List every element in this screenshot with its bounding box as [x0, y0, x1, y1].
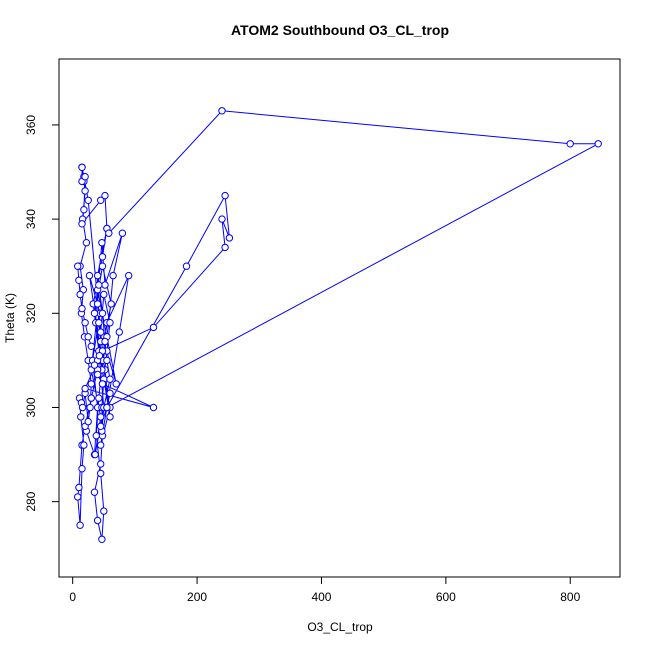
data-point — [90, 309, 99, 317]
data-point — [149, 323, 158, 332]
data-point — [80, 206, 88, 214]
data-point — [98, 253, 107, 261]
x-tick-label: 800 — [560, 590, 580, 604]
data-point — [74, 262, 82, 270]
y-tick-label: 360 — [24, 115, 38, 135]
data-point — [106, 389, 114, 397]
data-point — [218, 107, 226, 115]
y-tick-label: 300 — [24, 397, 38, 417]
data-point — [90, 488, 99, 496]
data-point — [106, 319, 114, 327]
data-point — [74, 493, 82, 501]
data-point — [95, 319, 103, 327]
data-point — [221, 191, 229, 200]
x-tick-label: 600 — [436, 590, 456, 604]
data-point — [97, 441, 105, 449]
data-point — [125, 271, 133, 280]
data-point — [106, 375, 114, 383]
data-point — [218, 215, 226, 223]
data-point — [98, 380, 107, 388]
data-point — [84, 196, 92, 205]
data-point — [78, 465, 86, 473]
data-point — [97, 196, 105, 205]
y-tick-label: 280 — [24, 491, 38, 511]
y-axis-label: Theta (K) — [3, 293, 17, 343]
data-point — [107, 300, 115, 308]
data-point — [75, 276, 83, 284]
data-point — [93, 271, 102, 280]
data-point — [75, 483, 83, 492]
data-point — [81, 319, 89, 327]
y-tick-label: 340 — [24, 209, 38, 229]
data-point — [78, 403, 87, 412]
data-point — [112, 380, 120, 388]
data-point — [105, 229, 113, 237]
data-point — [78, 220, 86, 228]
data-point — [95, 352, 104, 360]
data-point — [98, 239, 106, 247]
data-point — [97, 413, 105, 421]
x-tick-label: 400 — [311, 590, 331, 604]
data-point — [101, 191, 109, 200]
data-point — [106, 413, 114, 421]
y-axis: 280 300 320 340 360 — [24, 115, 60, 512]
data-point — [97, 469, 105, 478]
data-point — [103, 356, 111, 365]
data-point — [81, 187, 89, 195]
data-point — [100, 507, 108, 515]
data-point — [101, 337, 109, 346]
data-point — [84, 333, 92, 341]
data-point — [90, 361, 99, 369]
data-point — [97, 460, 105, 468]
data-point — [78, 163, 86, 172]
data-point — [92, 432, 101, 440]
data-point — [82, 239, 91, 247]
x-axis-label: O3_CL_trop — [307, 620, 373, 634]
data-point — [87, 342, 96, 350]
data-point — [149, 403, 158, 412]
data-point — [98, 262, 107, 270]
data-point — [76, 521, 84, 529]
data-point — [81, 173, 89, 181]
data-point — [93, 300, 102, 308]
data-point — [87, 380, 96, 388]
data-point — [87, 394, 96, 402]
data-point — [78, 304, 86, 313]
data-point — [95, 394, 103, 402]
data-point — [91, 450, 99, 459]
data-point — [93, 370, 102, 379]
x-tick-label: 200 — [187, 590, 207, 604]
data-point — [85, 271, 94, 280]
chart-title: ATOM2 Southbound O3_CL_trop — [231, 22, 449, 38]
data-point — [80, 441, 88, 449]
data-point — [97, 328, 105, 336]
x-axis: 0 200 400 600 800 — [69, 576, 581, 604]
data-point — [109, 271, 117, 280]
data-point — [103, 403, 111, 412]
data-point — [115, 328, 124, 336]
data-point — [97, 422, 105, 430]
data-points — [74, 107, 602, 543]
data-point — [101, 281, 109, 289]
data-point — [98, 535, 106, 543]
data-point — [100, 290, 108, 299]
data-point — [98, 309, 107, 317]
data-point — [93, 516, 102, 525]
data-point — [95, 281, 103, 289]
data-point — [566, 140, 574, 148]
data-point — [225, 234, 234, 242]
data-point — [118, 229, 127, 237]
data-point — [594, 140, 602, 148]
data-point — [77, 413, 85, 421]
y-tick-label: 320 — [24, 303, 38, 323]
x-tick-label: 0 — [69, 590, 76, 604]
data-point — [84, 417, 92, 426]
data-point — [86, 403, 94, 412]
data-point — [182, 262, 191, 270]
data-point — [81, 384, 89, 393]
data-point — [221, 243, 229, 252]
data-point — [76, 290, 84, 299]
